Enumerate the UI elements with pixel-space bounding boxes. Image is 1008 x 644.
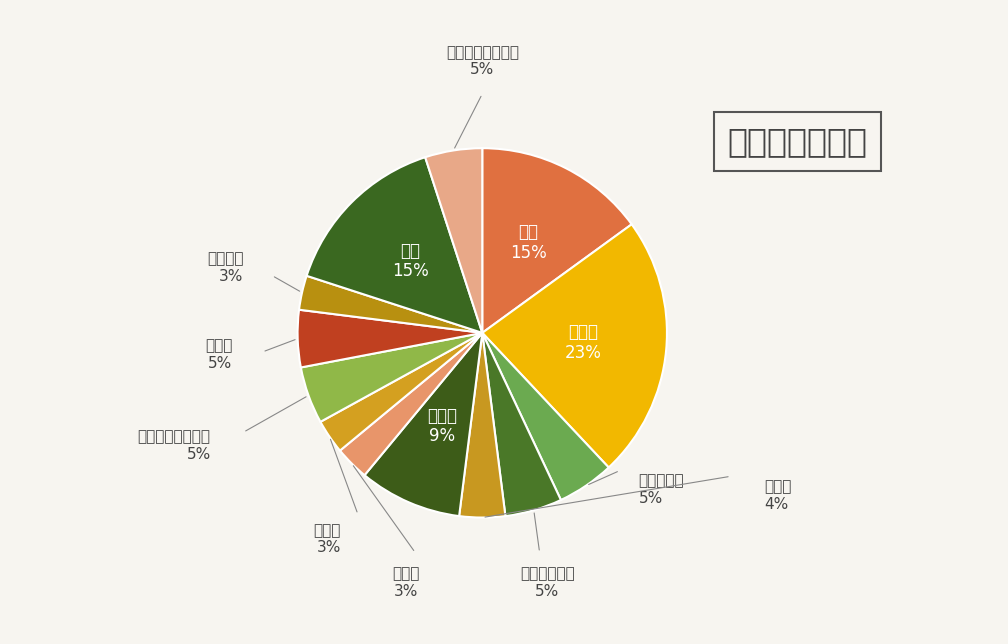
Wedge shape: [340, 333, 482, 475]
Wedge shape: [459, 333, 505, 518]
Wedge shape: [306, 157, 482, 333]
Text: 通信費
4%: 通信費 4%: [765, 480, 792, 512]
Wedge shape: [425, 148, 482, 333]
Wedge shape: [482, 224, 667, 468]
Wedge shape: [300, 333, 482, 422]
Text: 貯金
15%: 貯金 15%: [392, 242, 428, 280]
Wedge shape: [321, 333, 482, 451]
Wedge shape: [482, 333, 609, 500]
Text: 娯楽・レジャー費
5%: 娯楽・レジャー費 5%: [138, 430, 211, 462]
Text: 教育費
9%: 教育費 9%: [427, 407, 457, 446]
Text: 食費
15%: 食費 15%: [510, 223, 546, 261]
Text: 住居費
23%: 住居費 23%: [564, 323, 602, 362]
Text: 理想の支出割合: 理想の支出割合: [728, 125, 867, 158]
Text: 保険料
5%: 保険料 5%: [205, 338, 233, 371]
Wedge shape: [365, 333, 482, 516]
Wedge shape: [297, 310, 482, 368]
Text: 衣服代
3%: 衣服代 3%: [313, 523, 341, 556]
Text: 資産運用（投資）
5%: 資産運用（投資） 5%: [446, 45, 519, 77]
Text: 日用品雑貨費
5%: 日用品雑貨費 5%: [520, 567, 575, 599]
Wedge shape: [482, 148, 632, 333]
Text: 交際費
3%: 交際費 3%: [392, 567, 420, 599]
Text: 水道光熱費
5%: 水道光熱費 5%: [639, 473, 684, 506]
Text: 自動車費
3%: 自動車費 3%: [207, 251, 243, 284]
Wedge shape: [482, 333, 560, 516]
Wedge shape: [299, 276, 482, 333]
